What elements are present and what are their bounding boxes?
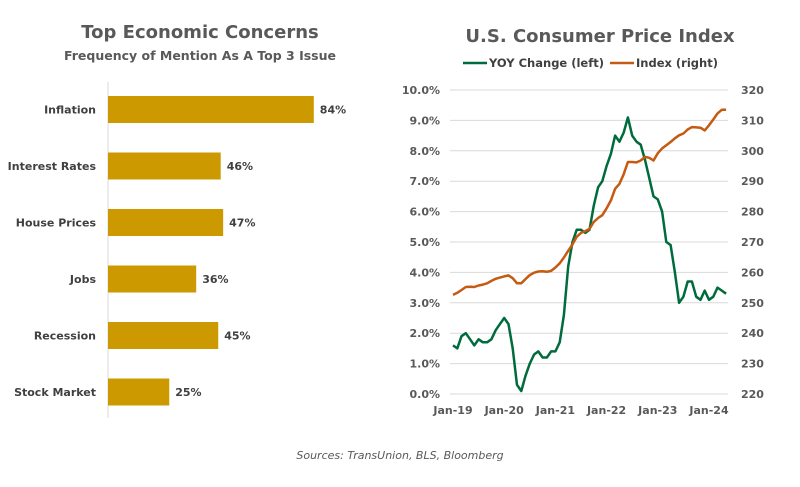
bar-recession (108, 322, 219, 349)
bar-interest-rates (108, 152, 221, 180)
y-left-tick-label: 2.0% (409, 327, 440, 340)
x-tick-label: Jan-19 (432, 404, 472, 417)
y-left-tick-label: 10.0% (402, 84, 440, 97)
y-right-tick-label: 270 (741, 236, 764, 249)
y-left-tick-label: 5.0% (409, 236, 440, 249)
value-label: 36% (202, 273, 228, 286)
value-label: 84% (320, 104, 346, 117)
y-right-tick-label: 310 (741, 114, 764, 127)
y-right-tick-label: 320 (741, 84, 764, 97)
category-label: Recession (34, 330, 96, 343)
y-right-tick-label: 290 (741, 175, 764, 188)
y-left-tick-label: 9.0% (409, 114, 440, 127)
bar-inflation (108, 96, 314, 123)
y-right-tick-label: 230 (741, 358, 764, 371)
y-right-tick-label: 300 (741, 145, 764, 158)
bar-chart-subtitle: Frequency of Mention As A Top 3 Issue (63, 48, 336, 63)
sources-footnote: Sources: TransUnion, BLS, Bloomberg (296, 449, 504, 462)
y-left-tick-label: 8.0% (409, 145, 440, 158)
line-chart-title: U.S. Consumer Price Index (465, 26, 735, 47)
y-left-tick-label: 6.0% (409, 206, 440, 219)
y-right-tick-label: 220 (741, 388, 764, 401)
value-label: 46% (227, 160, 253, 173)
category-label: House Prices (16, 217, 97, 230)
legend-label-index: Index (right) (636, 56, 718, 70)
bar-chart: Inflation 84% Interest Rates 46% House Price… (8, 82, 346, 418)
y-left-tick-label: 4.0% (409, 266, 440, 279)
y-left-tick-label: 7.0% (409, 175, 440, 188)
y-right-tick-label: 250 (741, 297, 764, 310)
legend-label-yoy: YOY Change (left) (488, 56, 604, 70)
series-line-yoy-change (452, 116, 727, 393)
line-chart-legend: YOY Change (left) Index (right) (463, 56, 718, 70)
category-label: Interest Rates (8, 160, 97, 173)
category-label: Stock Market (14, 386, 96, 399)
line-chart: YOY Change (left) Index (right) 0.0% 220 1… (402, 56, 764, 417)
value-label: 45% (224, 330, 250, 343)
bar-jobs (108, 265, 197, 293)
x-tick-label: Jan-24 (688, 404, 729, 417)
y-right-tick-label: 260 (741, 266, 764, 279)
x-tick-label: Jan-20 (484, 404, 525, 417)
y-left-tick-label: 1.0% (409, 358, 440, 371)
x-tick-label: Jan-23 (637, 404, 677, 417)
series-line-index (452, 108, 727, 297)
y-right-tick-label: 240 (741, 327, 764, 340)
bar-house-prices (108, 209, 224, 236)
y-right-tick-label: 280 (741, 206, 764, 219)
bar-chart-title: Top Economic Concerns (81, 22, 319, 43)
category-label: Jobs (69, 273, 97, 286)
x-tick-label: Jan-22 (586, 404, 626, 417)
value-label: 25% (175, 386, 201, 399)
y-left-tick-label: 3.0% (409, 297, 440, 310)
y-left-tick-label: 0.0% (409, 388, 440, 401)
value-label: 47% (229, 217, 255, 230)
category-label: Inflation (44, 104, 96, 117)
x-tick-label: Jan-21 (535, 404, 575, 417)
bar-stock-market (108, 378, 170, 406)
